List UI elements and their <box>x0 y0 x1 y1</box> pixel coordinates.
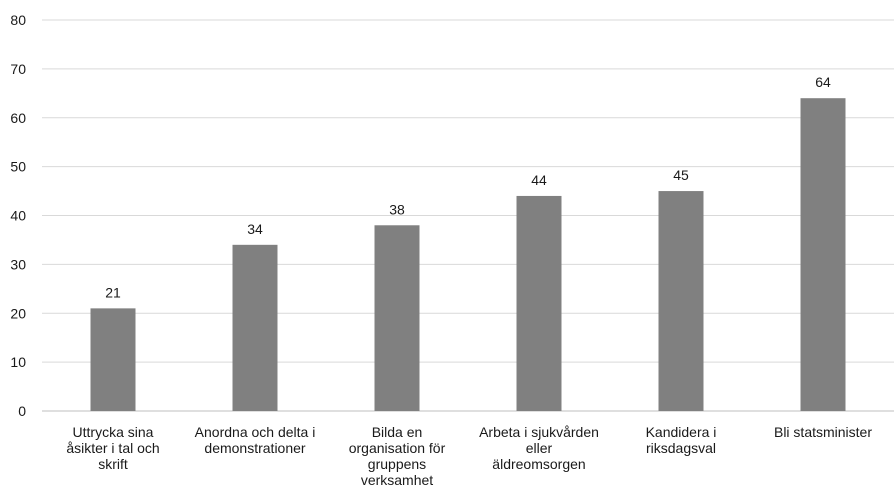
x-category-label: Arbeta i sjukvården eller äldreomsorgen <box>479 424 599 472</box>
x-category-line: riksdagsval <box>646 440 716 456</box>
y-tick-label: 40 <box>10 208 26 224</box>
y-tick-label: 50 <box>10 159 26 175</box>
bar <box>232 244 278 411</box>
x-category-line: gruppens <box>368 456 426 472</box>
data-label: 45 <box>673 167 689 183</box>
data-label: 44 <box>531 172 547 188</box>
x-category-label: Bli statsminister <box>774 424 872 440</box>
x-axis-categories: Uttrycka sina åsikter i tal och skrift Anor… <box>66 424 872 488</box>
y-tick-label: 60 <box>10 110 26 126</box>
data-label: 38 <box>389 201 405 217</box>
data-labels: 21 34 38 44 45 64 <box>105 74 831 300</box>
x-category-line: Uttrycka sina <box>73 424 154 440</box>
x-category-label: Kandidera i riksdagsval <box>646 424 717 456</box>
x-category-line: Anordna och delta i <box>195 424 316 440</box>
x-category-line: äldreomsorgen <box>492 456 585 472</box>
bar <box>516 195 562 411</box>
x-category-line: verksamhet <box>361 472 433 488</box>
bar <box>374 225 420 411</box>
x-category-label: Uttrycka sina åsikter i tal och skrift <box>66 424 159 472</box>
x-category-line: demonstrationer <box>204 440 306 456</box>
x-category-line: skrift <box>98 456 128 472</box>
bar <box>658 191 704 411</box>
y-tick-label: 30 <box>10 256 26 272</box>
x-category-line: organisation för <box>349 440 446 456</box>
y-tick-label: 80 <box>10 12 26 28</box>
bars <box>90 98 846 411</box>
bar <box>90 308 136 411</box>
x-category-line: åsikter i tal och <box>66 440 159 456</box>
x-category-line: Kandidera i <box>646 424 717 440</box>
x-category-label: Bilda en organisation för gruppens verksamh… <box>349 424 446 488</box>
x-category-line: Bilda en <box>372 424 423 440</box>
x-category-line: Arbeta i sjukvården <box>479 424 599 440</box>
data-label: 21 <box>105 284 121 300</box>
x-category-label: Anordna och delta i demonstrationer <box>195 424 316 456</box>
y-tick-label: 0 <box>18 403 26 419</box>
x-category-line: eller <box>526 440 553 456</box>
gridlines <box>42 19 894 412</box>
y-tick-label: 70 <box>10 61 26 77</box>
y-tick-label: 20 <box>10 305 26 321</box>
y-axis: 0 10 20 30 40 50 60 70 80 <box>10 12 26 419</box>
y-tick-label: 10 <box>10 354 26 370</box>
x-category-line: Bli statsminister <box>774 424 872 440</box>
data-label: 34 <box>247 221 263 237</box>
bar <box>800 98 846 411</box>
data-label: 64 <box>815 74 831 90</box>
